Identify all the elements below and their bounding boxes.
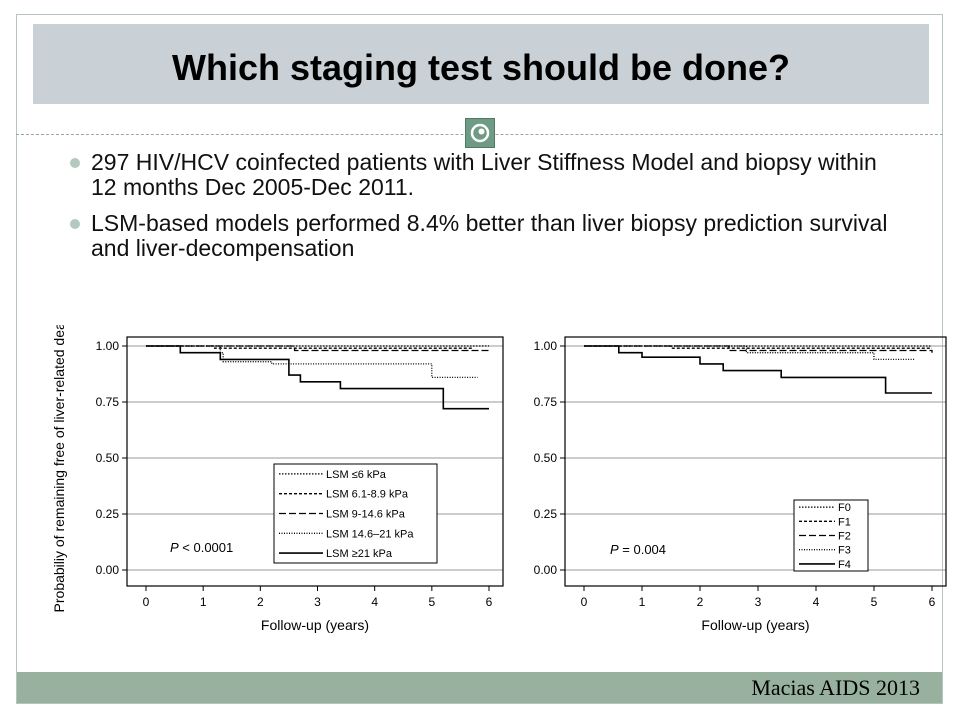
y-tick-label: 0.00 (96, 563, 120, 577)
x-axis-label: Follow-up (years) (261, 617, 369, 633)
legend-label: LSM 14.6–21 kPa (326, 528, 414, 540)
bullet-item: LSM-based models performed 8.4% better t… (70, 210, 896, 261)
p-value-symbol: P (170, 540, 179, 555)
y-axis-label: Probabiliy of remaining free of liver-re… (51, 325, 67, 612)
legend-label: F2 (838, 531, 851, 543)
p-value-annotation: P = 0.004 (610, 542, 666, 557)
bullet-dot-icon (70, 158, 80, 168)
legend-label: F4 (838, 559, 851, 571)
y-axis-label-line: Probabiliy of remaining free of liver-re… (51, 325, 67, 612)
series-line (584, 345, 933, 353)
x-axis-label: Follow-up (years) (701, 617, 809, 633)
y-tick-label: 0.25 (534, 507, 558, 521)
p-value-annotation: P < 0.0001 (170, 540, 233, 555)
y-tick-label: 1.00 (96, 339, 120, 353)
y-tick-label: 0.00 (534, 563, 558, 577)
bullet-text: 297 HIV/HCV coinfected patients with Liv… (91, 149, 877, 200)
slide-title: Which staging test should be done? (172, 47, 790, 88)
p-value-symbol: P (610, 542, 619, 557)
x-tick-label: 5 (871, 595, 878, 609)
citation: Macias AIDS 2013 (751, 675, 920, 700)
legend-label: LSM 9-14.6 kPa (326, 509, 406, 521)
x-tick-label: 2 (697, 595, 704, 609)
series-line (584, 345, 915, 361)
legend-label: LSM ≤6 kPa (326, 469, 387, 481)
y-tick-label: 0.50 (534, 451, 558, 465)
x-tick-label: 3 (314, 595, 321, 609)
x-tick-label: 0 (581, 595, 588, 609)
x-tick-label: 0 (143, 595, 150, 609)
y-tick-label: 1.00 (534, 339, 558, 353)
legend-label: F1 (838, 516, 851, 528)
x-tick-label: 2 (257, 595, 264, 609)
x-tick-label: 6 (929, 595, 936, 609)
x-tick-label: 3 (755, 595, 762, 609)
eye-logo-icon (465, 118, 495, 148)
y-tick-label: 0.75 (96, 395, 120, 409)
legend-label: LSM 6.1-8.9 kPa (326, 489, 409, 501)
series-line (146, 345, 489, 352)
y-tick-label: 0.75 (534, 395, 558, 409)
p-value-text: < 0.0001 (179, 540, 234, 555)
legend-label: F0 (838, 502, 851, 514)
lsm-survival-chart: 0.00 0.25 0.50 0.75 1.00 0 1 2 3 4 5 6 Follow-up (ye… (51, 325, 504, 633)
fibrosis-survival-chart: 0.00 0.25 0.50 0.75 1.00 0 1 2 3 4 5 6 Follow-up (ye… (534, 336, 947, 633)
legend-label: LSM ≥21 kPa (326, 548, 393, 560)
slide-frame (16, 14, 943, 704)
series-line (146, 345, 478, 379)
bullet-dot-icon (70, 219, 80, 229)
x-tick-label: 4 (813, 595, 820, 609)
plot-frame (126, 336, 504, 587)
legend-label: F3 (838, 545, 851, 557)
x-tick-label: 1 (200, 595, 207, 609)
x-tick-label: 4 (371, 595, 378, 609)
bullet-text: LSM-based models performed 8.4% better t… (91, 210, 888, 261)
x-tick-label: 6 (486, 595, 493, 609)
series-line (146, 345, 489, 410)
y-tick-label: 0.25 (96, 507, 120, 521)
x-tick-label: 5 (428, 595, 435, 609)
x-tick-label: 1 (639, 595, 646, 609)
p-value-text: = 0.004 (619, 542, 666, 557)
bullet-item: 297 HIV/HCV coinfected patients with Liv… (70, 149, 896, 200)
series-line (146, 345, 472, 349)
y-tick-label: 0.50 (96, 451, 120, 465)
footer-bar: Macias AIDS 2013 (17, 672, 942, 703)
series-line (584, 345, 932, 394)
bullet-list: 297 HIV/HCV coinfected patients with Liv… (70, 149, 896, 272)
title-bar: Which staging test should be done? (33, 24, 929, 104)
plot-frame (564, 336, 947, 587)
